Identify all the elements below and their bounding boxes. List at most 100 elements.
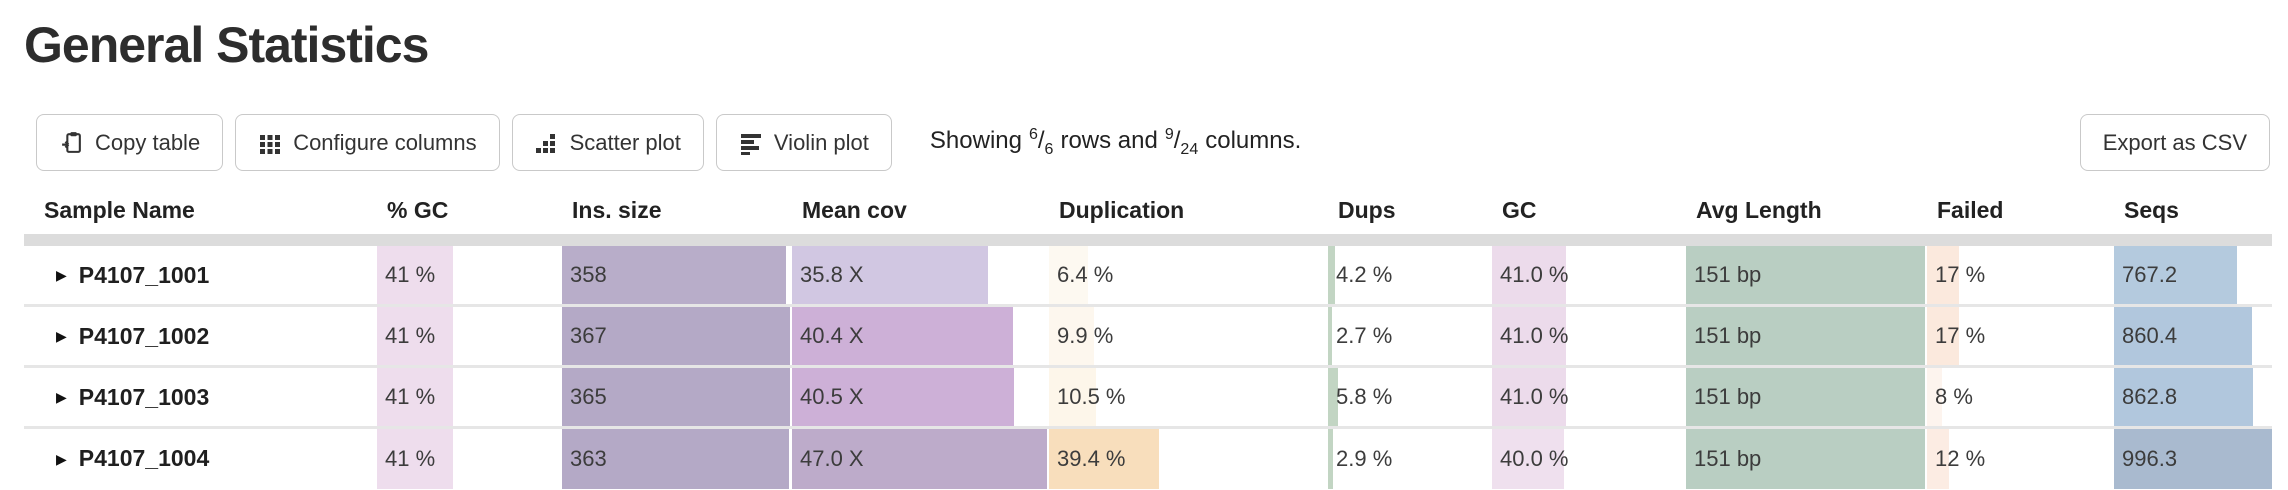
value-bar-dups	[1328, 369, 1338, 426]
table-row: ▶ P4107_1001 41 % 358 35.8 X 6.4 % 4.2 % 41.0 %…	[24, 240, 2272, 306]
column-header-duplication[interactable]: Duplication	[1047, 191, 1326, 246]
cell-seqs: 996.3	[2112, 426, 2272, 489]
cell-duplication: 10.5 %	[1047, 365, 1326, 428]
cell-value: 47.0 X	[800, 445, 864, 471]
sample-name-cell[interactable]: ▶ P4107_1001	[24, 240, 375, 306]
cell-dups: 5.8 %	[1326, 365, 1490, 428]
column-header-ins_size[interactable]: Ins. size	[560, 191, 790, 246]
column-header-dups[interactable]: Dups	[1326, 191, 1490, 246]
value-bar-gc	[1492, 430, 1564, 489]
cell-value: 4.2 %	[1336, 262, 1393, 287]
value-bar-mean_cov	[792, 430, 1047, 489]
grid-icon	[258, 131, 282, 155]
cell-value: 151 bp	[1694, 323, 1762, 348]
cell-duplication: 6.4 %	[1047, 240, 1326, 306]
value-bar-mean_cov	[792, 369, 1014, 426]
cols-total-count: 24	[1180, 140, 1199, 158]
cell-value: 6.4 %	[1057, 262, 1114, 287]
cell-value: 41 %	[385, 445, 436, 471]
value-bar-avg_length	[1686, 369, 1925, 426]
export-csv-button[interactable]: Export as CSV	[2079, 114, 2270, 171]
cell-gc: 41.0 %	[1490, 240, 1684, 306]
cell-ins_size: 358	[560, 240, 790, 306]
value-bar-seqs	[2114, 246, 2238, 304]
cell-value: 41.0 %	[1500, 323, 1569, 348]
value-bar-mean_cov	[792, 308, 1014, 365]
cell-value: 151 bp	[1694, 262, 1762, 287]
value-bar-seqs	[2114, 430, 2272, 489]
cell-value: 41 %	[385, 262, 436, 287]
sample-name-cell[interactable]: ▶ P4107_1004	[24, 426, 375, 489]
cell-pct_gc: 41 %	[375, 240, 560, 306]
value-bar-ins_size	[562, 369, 790, 426]
sample-name: P4107_1002	[78, 322, 210, 349]
cell-value: 41 %	[385, 384, 436, 409]
column-header-mean_cov[interactable]: Mean cov	[790, 191, 1047, 246]
scatter-dots-icon	[535, 131, 559, 155]
copy-table-button[interactable]: Copy table	[36, 114, 224, 171]
value-bar-dups	[1328, 246, 1335, 304]
sample-name-cell[interactable]: ▶ P4107_1002	[24, 304, 375, 367]
cell-value: 2.7 %	[1336, 323, 1393, 348]
value-bar-avg_length	[1686, 308, 1925, 365]
cell-seqs: 860.4	[2112, 304, 2272, 367]
cell-ins_size: 363	[560, 426, 790, 489]
expand-row-icon[interactable]: ▶	[56, 328, 67, 344]
cell-pct_gc: 41 %	[375, 426, 560, 489]
violin-plot-button[interactable]: Violin plot	[715, 114, 892, 171]
scatter-plot-button[interactable]: Scatter plot	[511, 114, 704, 171]
scatter-plot-label: Scatter plot	[569, 129, 681, 155]
cell-mean_cov: 40.4 X	[790, 304, 1047, 367]
cell-gc: 41.0 %	[1490, 304, 1684, 367]
cell-value: 40.0 %	[1500, 445, 1569, 471]
cell-mean_cov: 47.0 X	[790, 426, 1047, 489]
column-header-seqs[interactable]: Seqs	[2112, 191, 2272, 246]
value-bar-ins_size	[562, 246, 787, 304]
expand-row-icon[interactable]: ▶	[56, 389, 67, 405]
column-header-gc[interactable]: GC	[1490, 191, 1684, 246]
value-bar-pct_gc	[377, 308, 453, 365]
table-body: ▶ P4107_1001 41 % 358 35.8 X 6.4 % 4.2 % 41.0 %…	[24, 240, 2272, 489]
cell-avg_length: 151 bp	[1684, 365, 1925, 428]
cell-avg_length: 151 bp	[1684, 240, 1925, 306]
column-header-failed[interactable]: Failed	[1925, 191, 2112, 246]
value-bar-duplication	[1049, 308, 1094, 365]
value-bar-dups	[1328, 430, 1333, 489]
cell-value: 5.8 %	[1336, 384, 1393, 409]
cell-pct_gc: 41 %	[375, 304, 560, 367]
sample-name: P4107_1004	[78, 445, 210, 472]
column-header-avg_length[interactable]: Avg Length	[1684, 191, 1925, 246]
general-stats-table: Sample Name% GC Ins. size Mean cov Duplicat…	[24, 191, 2272, 489]
cell-avg_length: 151 bp	[1684, 426, 1925, 489]
violin-plot-label: Violin plot	[773, 129, 869, 155]
table-row: ▶ P4107_1002 41 % 367 40.4 X 9.9 % 2.7 % 41.0 %…	[24, 304, 2272, 367]
cell-value: 40.5 X	[800, 384, 864, 409]
cell-gc: 40.0 %	[1490, 426, 1684, 489]
sample-name-cell[interactable]: ▶ P4107_1003	[24, 365, 375, 428]
column-header-pct_gc[interactable]: % GC	[375, 191, 560, 246]
cell-ins_size: 367	[560, 304, 790, 367]
table-row: ▶ P4107_1003 41 % 365 40.5 X 10.5 % 5.8 % 41.0 …	[24, 365, 2272, 428]
violin-bars-icon	[739, 131, 763, 155]
cell-failed: 17 %	[1925, 240, 2112, 306]
cell-duplication: 39.4 %	[1047, 426, 1326, 489]
rows-shown-count: 6	[1028, 126, 1038, 144]
sample-name: P4107_1003	[78, 383, 210, 410]
value-bar-failed	[1927, 308, 1959, 365]
expand-row-icon[interactable]: ▶	[56, 450, 67, 467]
value-bar-pct_gc	[377, 246, 453, 304]
value-bar-gc	[1492, 308, 1566, 365]
cols-shown-count: 9	[1164, 126, 1174, 144]
expand-row-icon[interactable]: ▶	[56, 267, 67, 283]
rows-total-count: 6	[1044, 140, 1054, 158]
cell-value: 860.4	[2122, 323, 2178, 348]
cell-value: 17 %	[1935, 323, 1986, 348]
cell-value: 17 %	[1935, 262, 1986, 287]
cell-pct_gc: 41 %	[375, 365, 560, 428]
table-toolbar: Copy table Configure columns Scatter plo…	[36, 114, 2270, 171]
cell-gc: 41.0 %	[1490, 365, 1684, 428]
value-bar-dups	[1328, 308, 1333, 365]
column-header-sample[interactable]: Sample Name	[24, 191, 375, 246]
value-bar-failed	[1927, 246, 1959, 304]
configure-columns-button[interactable]: Configure columns	[235, 114, 500, 171]
